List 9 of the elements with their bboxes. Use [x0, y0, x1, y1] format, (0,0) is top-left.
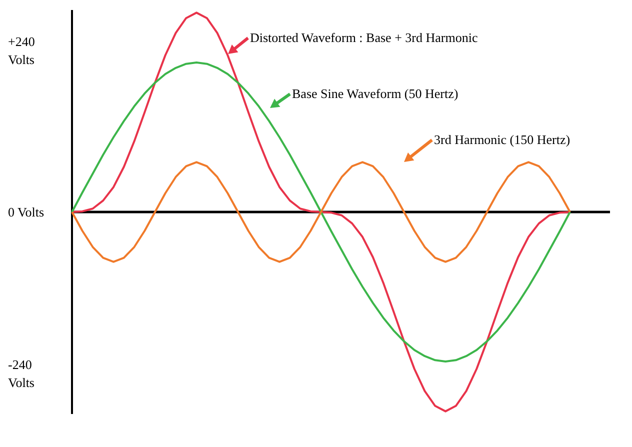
- legend-label: Base Sine Waveform (50 Hertz): [292, 86, 458, 101]
- y-tick-label: -240 Volts: [8, 357, 34, 390]
- y-tick-label: +240 Volts: [8, 34, 35, 67]
- line-series: [71, 62, 571, 362]
- line-series: [71, 12, 571, 412]
- line-series: [71, 161, 571, 263]
- text: 3rd Harmonic (150 Hertz): [434, 132, 570, 147]
- legend-label: Distorted Waveform : Base + 3rd Harmonic: [250, 30, 478, 45]
- y-tick-label: 0 Volts: [8, 204, 44, 220]
